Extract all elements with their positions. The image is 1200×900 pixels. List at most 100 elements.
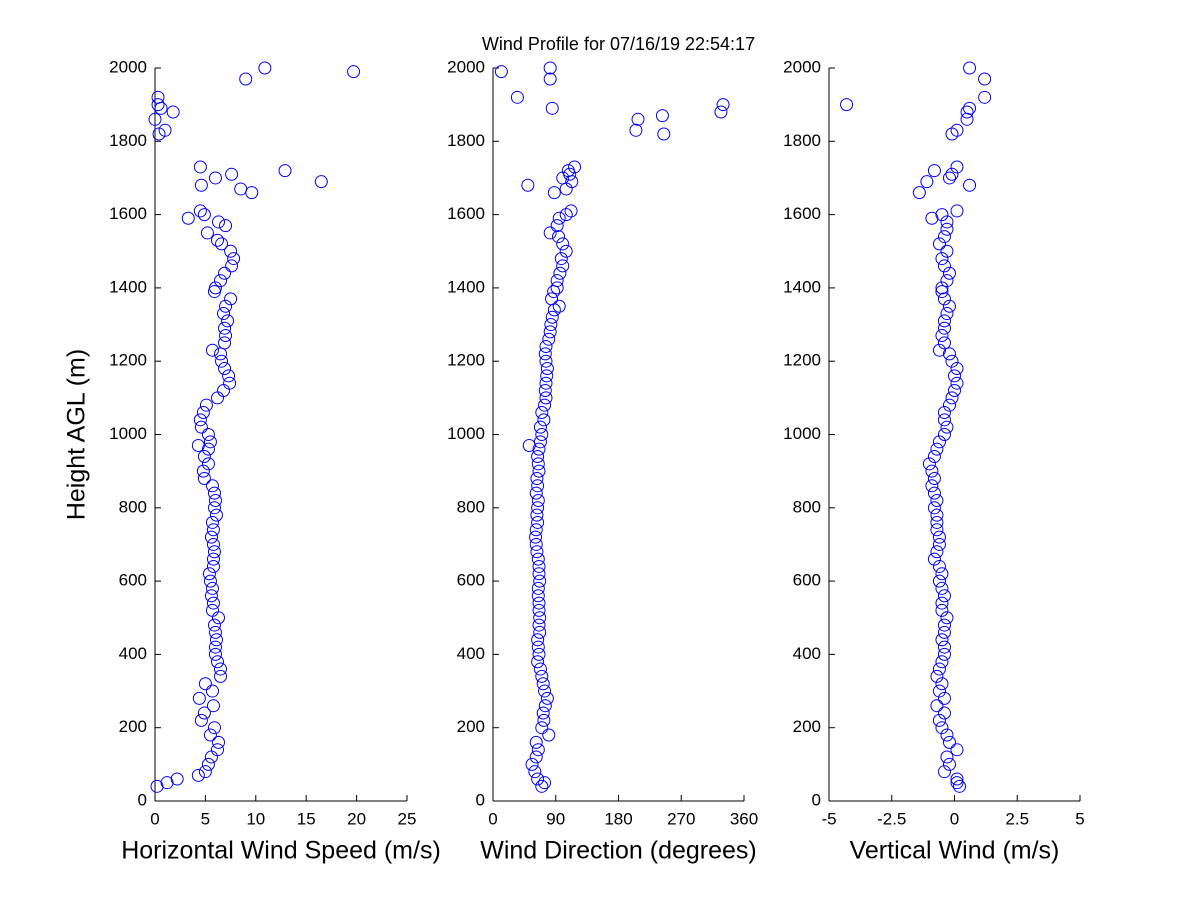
x-tick-label: 5 [201,809,210,828]
data-point [937,230,951,244]
data-point [950,362,964,376]
data-point [531,515,545,529]
data-point [937,428,951,441]
data-point [559,208,573,222]
data-point [533,574,547,588]
data-point [209,633,223,647]
data-point [540,362,554,376]
data-point [214,662,228,676]
data-point [940,750,954,764]
data-point [212,215,226,229]
data-point [529,523,543,537]
data-point [937,691,951,705]
data-point [239,72,253,86]
data-point [531,743,545,757]
x-tick-label: 15 [297,809,316,828]
x-axis-label: Horizontal Wind Speed (m/s) [121,837,441,865]
y-tick-label: 1000 [783,424,821,443]
data-point [191,438,205,452]
data-point [531,552,545,566]
data-point [197,208,211,222]
data-point [533,662,547,676]
data-point [530,471,544,485]
data-point [540,369,554,383]
x-tick-label: 0 [488,809,497,828]
data-point [927,552,941,566]
data-point [208,647,222,661]
data-point [204,530,218,544]
data-point [210,233,224,247]
data-point [940,215,954,229]
data-point [278,164,292,178]
data-point [535,721,549,735]
y-tick-label: 1600 [447,204,485,223]
data-point [540,691,554,705]
y-tick-label: 400 [793,644,821,663]
data-point [494,65,508,79]
data-point [935,252,949,266]
data-point [554,252,568,266]
data-point [193,204,207,218]
data-point [932,435,946,449]
data-point [208,493,222,507]
data-point [945,167,959,181]
data-point [930,508,944,522]
data-point [945,354,959,368]
data-point [935,677,949,691]
data-point [160,776,174,790]
x-tick-label: 2.5 [1005,809,1029,828]
y-tick-label: 2000 [447,57,485,76]
data-point [940,274,954,288]
data-point [532,559,546,573]
data-point [207,486,221,500]
y-axis-label: Height AGL (m) [63,349,91,520]
data-point [222,369,236,383]
data-point [935,596,949,610]
data-point [218,362,232,376]
data-point [932,537,946,551]
x-tick-label: 180 [604,809,632,828]
data-point [937,647,951,661]
data-point [963,178,977,192]
data-point [533,611,547,625]
data-point [207,618,221,632]
data-point [539,376,553,390]
data-point [935,281,949,295]
y-tick-label: 600 [793,571,821,590]
x-tick-label: 25 [398,809,417,828]
data-point [932,574,946,588]
data-point [223,376,237,390]
data-point [205,581,219,595]
data-point [529,486,543,500]
data-point [200,226,214,240]
data-point [217,384,231,398]
data-point [544,318,558,332]
data-point [537,713,551,727]
y-tick-label: 0 [476,790,485,809]
data-point [198,677,212,691]
data-point [950,204,964,218]
data-point [716,98,730,112]
data-point [932,662,946,676]
data-point [539,354,553,368]
data-point [219,219,233,233]
data-point [937,765,951,779]
data-point [535,779,549,793]
data-point [937,314,951,328]
data-point [533,435,547,449]
data-point [930,515,944,529]
data-point [942,757,956,771]
data-point [937,336,951,350]
data-point [197,471,211,485]
data-point [205,515,219,529]
data-point [532,442,546,456]
data-point [203,435,217,449]
data-point [531,449,545,463]
data-point [543,325,557,339]
data-point [210,391,224,405]
data-point [930,699,944,713]
data-point [940,244,954,258]
data-point [151,90,165,104]
data-point [198,765,212,779]
